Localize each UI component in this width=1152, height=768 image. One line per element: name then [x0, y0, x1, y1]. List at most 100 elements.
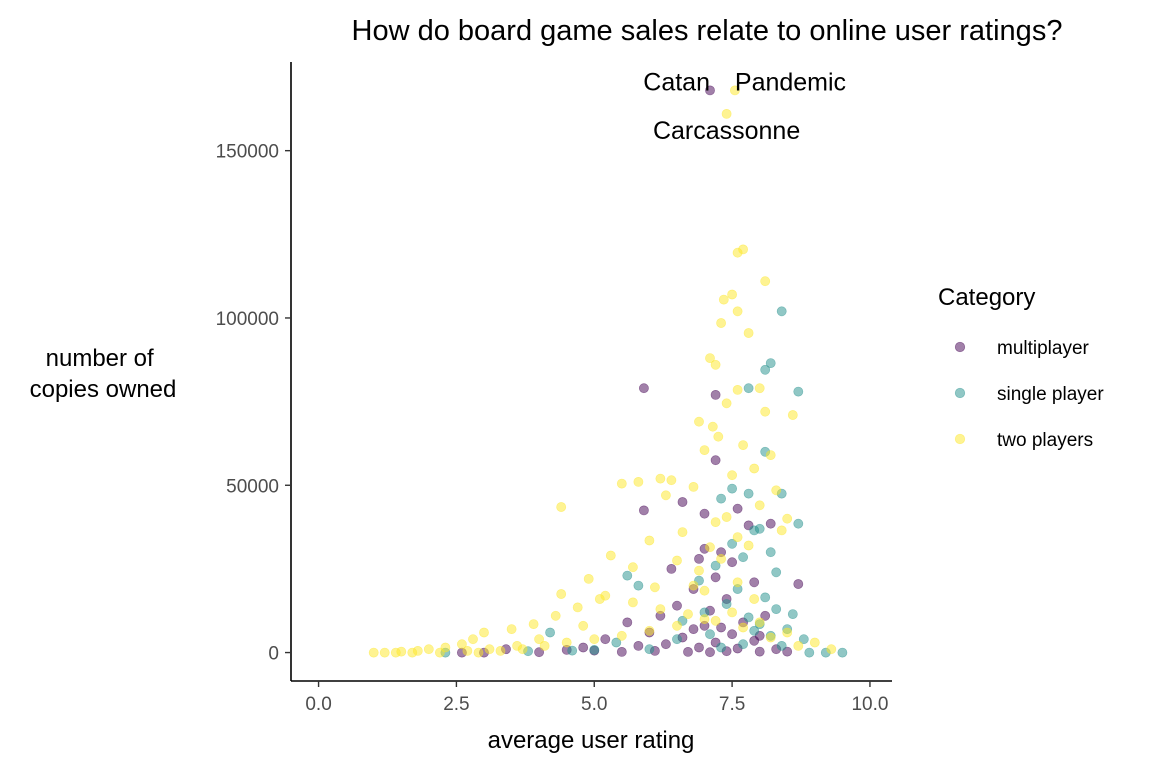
data-point [495, 646, 506, 656]
data-point [782, 513, 793, 524]
data-point [633, 476, 644, 487]
data-point [727, 557, 737, 568]
data-point [787, 609, 798, 619]
legend-swatch [954, 433, 966, 445]
data-point [760, 610, 771, 621]
data-point [456, 639, 467, 650]
data-point [473, 647, 484, 658]
data-point [616, 647, 627, 657]
data-point [644, 535, 655, 546]
data-point [506, 624, 517, 634]
data-point [589, 645, 600, 655]
data-point [754, 646, 765, 657]
data-point [705, 85, 715, 96]
data-point [837, 647, 848, 658]
legend-label: multiplayer [997, 338, 1090, 359]
data-point [567, 645, 578, 656]
data-point [760, 364, 771, 375]
data-point [583, 574, 594, 584]
data-point [743, 540, 754, 551]
data-point [760, 406, 771, 417]
legend-item: multiplayer [954, 338, 1090, 359]
data-point [705, 353, 715, 363]
y-tick-label: 150000 [216, 142, 279, 163]
data-point [622, 617, 633, 628]
legend-item: two players [954, 430, 1093, 451]
data-point [550, 610, 561, 621]
data-point [776, 306, 787, 317]
data-point [605, 550, 616, 561]
data-point [628, 597, 638, 608]
data-point [732, 306, 743, 317]
data-point [616, 630, 627, 641]
legend-label: two players [997, 430, 1093, 451]
data-point [776, 641, 787, 651]
data-point [677, 497, 688, 507]
y-axis: 0 50000 100000 150000 [216, 142, 291, 665]
x-tick-label: 7.5 [719, 694, 745, 715]
data-point [390, 647, 401, 658]
data-point [633, 580, 644, 591]
data-point [628, 562, 638, 573]
data-point [727, 483, 737, 494]
data-point [633, 641, 644, 651]
data-point [699, 445, 710, 455]
data-point [672, 600, 682, 611]
data-point [749, 577, 760, 588]
series-single-player [440, 306, 848, 658]
chart-title: How do board game sales relate to online… [352, 15, 1063, 47]
data-point [718, 294, 729, 305]
point-annotations: Catan Pandemic Carcassonne [643, 68, 846, 145]
data-point [578, 620, 589, 631]
data-point [600, 590, 611, 601]
data-point [699, 508, 710, 519]
data-point [716, 318, 726, 328]
data-point [666, 564, 677, 574]
data-point [462, 646, 473, 656]
data-point [545, 627, 555, 638]
legend-title: Category [938, 284, 1035, 311]
data-point [672, 620, 682, 631]
data-point [683, 609, 693, 619]
legend-swatch [954, 387, 966, 399]
data-point [677, 527, 688, 537]
data-point [793, 386, 804, 397]
series-two-players [368, 85, 837, 658]
plot-points [368, 85, 848, 658]
data-point [683, 647, 693, 657]
data-point [776, 525, 787, 536]
data-point [694, 554, 704, 564]
data-point [688, 580, 699, 591]
data-point [716, 642, 726, 653]
data-point [732, 532, 743, 542]
data-point [727, 607, 737, 618]
annotation-label: Pandemic [735, 68, 846, 96]
data-point [705, 542, 715, 553]
data-point [765, 518, 776, 529]
data-point [694, 416, 704, 427]
legend-swatch [954, 341, 966, 353]
data-point [589, 634, 600, 645]
data-point [423, 644, 434, 655]
data-point [771, 485, 782, 496]
data-point [749, 594, 760, 604]
data-point [699, 585, 710, 596]
legend-label: single player [997, 384, 1104, 405]
data-point [710, 572, 721, 583]
data-point [710, 560, 721, 571]
x-axis-title: average user rating [488, 727, 695, 754]
data-point [368, 647, 379, 658]
data-point [771, 604, 782, 614]
data-point [754, 523, 765, 534]
data-point [743, 383, 754, 394]
x-tick-label: 5.0 [581, 694, 607, 715]
data-point [721, 398, 732, 409]
data-point [661, 639, 671, 650]
legend-items: multiplayer single player two players [954, 338, 1104, 451]
data-point [760, 276, 771, 287]
data-point [727, 470, 737, 481]
series-multiplayer [456, 85, 804, 658]
data-point [644, 644, 655, 655]
data-point [716, 622, 726, 633]
